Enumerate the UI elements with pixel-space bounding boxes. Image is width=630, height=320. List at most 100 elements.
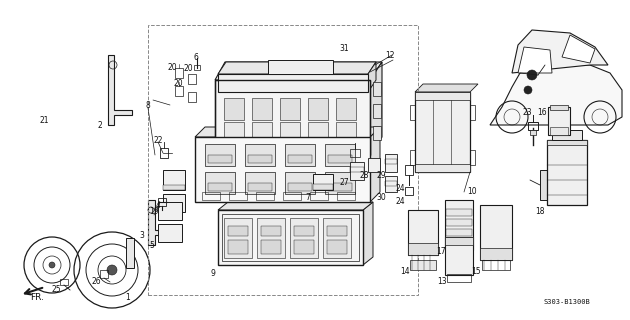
Bar <box>224 122 244 150</box>
Bar <box>222 214 359 261</box>
Bar <box>470 105 475 120</box>
Text: 4: 4 <box>156 201 161 210</box>
Bar <box>310 192 328 200</box>
Text: 28: 28 <box>359 171 369 180</box>
Bar <box>482 260 510 270</box>
Text: 14: 14 <box>400 268 410 276</box>
Bar <box>208 183 232 191</box>
Polygon shape <box>218 62 376 74</box>
Text: 3: 3 <box>140 230 144 239</box>
Text: 10: 10 <box>467 188 477 196</box>
Text: 7: 7 <box>306 194 311 203</box>
Bar <box>323 218 351 258</box>
Bar <box>280 122 300 150</box>
Circle shape <box>107 265 117 275</box>
Bar <box>548 107 570 135</box>
Bar <box>446 209 472 216</box>
Text: 1: 1 <box>125 293 130 302</box>
Bar <box>325 144 355 166</box>
Polygon shape <box>415 84 478 92</box>
Bar <box>408 210 438 255</box>
Bar <box>158 198 166 206</box>
Text: 15: 15 <box>471 268 481 276</box>
Bar <box>148 25 418 295</box>
Bar <box>160 148 168 158</box>
Text: 24: 24 <box>395 183 405 193</box>
Bar <box>385 154 397 172</box>
Bar <box>480 248 512 260</box>
Bar <box>446 219 472 226</box>
Text: 16: 16 <box>537 108 547 116</box>
Bar <box>283 192 301 200</box>
Bar <box>385 181 397 186</box>
Bar <box>290 218 318 258</box>
Bar <box>195 137 370 202</box>
Bar <box>410 105 415 120</box>
Text: 9: 9 <box>210 268 215 277</box>
Bar <box>337 192 355 200</box>
Bar <box>445 240 473 250</box>
Bar <box>308 98 328 120</box>
Bar <box>446 229 472 236</box>
Bar <box>285 144 315 166</box>
Bar <box>408 243 438 255</box>
Circle shape <box>49 262 55 268</box>
Bar <box>285 172 315 194</box>
Text: 22: 22 <box>153 135 163 145</box>
Bar <box>350 149 360 157</box>
Polygon shape <box>108 55 132 125</box>
Polygon shape <box>218 202 373 210</box>
Bar <box>445 237 473 275</box>
Bar <box>328 155 352 163</box>
Bar <box>228 240 248 254</box>
Polygon shape <box>490 65 622 125</box>
Polygon shape <box>540 170 547 200</box>
Bar <box>368 158 380 172</box>
Bar <box>327 240 347 254</box>
Bar <box>547 140 587 205</box>
Text: 18: 18 <box>536 207 545 217</box>
Bar <box>550 127 568 135</box>
Bar <box>336 122 356 150</box>
Text: 17: 17 <box>436 247 446 257</box>
Circle shape <box>527 70 537 80</box>
Text: 12: 12 <box>386 51 395 60</box>
Polygon shape <box>215 62 382 80</box>
Bar <box>547 140 587 145</box>
Bar <box>257 218 285 258</box>
Polygon shape <box>195 127 380 137</box>
Bar <box>415 164 470 172</box>
Text: 26: 26 <box>91 277 101 286</box>
Text: S303-B1300B: S303-B1300B <box>543 299 590 305</box>
Bar <box>245 144 275 166</box>
Bar <box>373 126 381 140</box>
Bar <box>252 122 272 150</box>
Bar <box>373 104 381 118</box>
Polygon shape <box>562 35 595 63</box>
Bar <box>100 270 108 278</box>
Bar <box>268 60 333 74</box>
Bar <box>350 167 364 172</box>
Bar <box>218 210 363 265</box>
Bar <box>385 176 397 192</box>
Bar <box>415 92 470 100</box>
Bar <box>205 144 235 166</box>
Polygon shape <box>370 127 380 202</box>
Bar <box>248 155 272 163</box>
Bar <box>60 279 68 285</box>
Polygon shape <box>363 202 373 265</box>
Bar <box>188 92 196 102</box>
Bar <box>350 162 364 180</box>
Text: 21: 21 <box>39 116 49 124</box>
Bar <box>550 105 568 110</box>
Text: 13: 13 <box>437 277 447 286</box>
Bar <box>470 150 475 165</box>
Text: 2: 2 <box>98 121 103 130</box>
Bar <box>415 92 470 172</box>
Circle shape <box>524 86 532 94</box>
Bar <box>385 159 397 164</box>
Bar <box>552 130 582 140</box>
Text: 30: 30 <box>376 194 386 203</box>
Bar <box>336 98 356 120</box>
Bar <box>327 226 347 236</box>
